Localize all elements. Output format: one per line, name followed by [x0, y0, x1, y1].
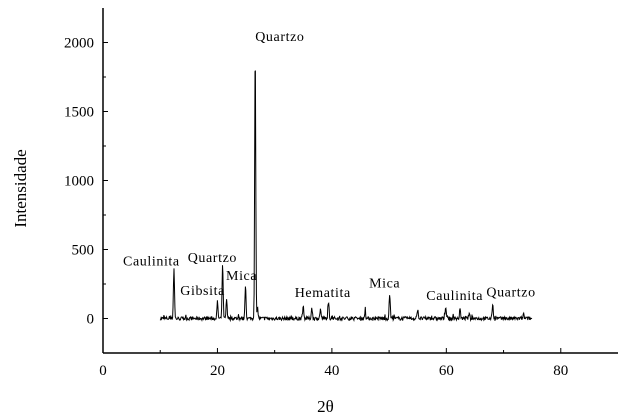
- x-tick-label: 40: [324, 363, 339, 379]
- diffraction-trace: [159, 70, 533, 323]
- peak-label: Gibsita: [180, 284, 225, 299]
- y-tick-label: 0: [87, 312, 95, 328]
- peak-label: Caulinita: [123, 254, 180, 269]
- y-tick-label: 500: [72, 243, 95, 259]
- peak-label: Caulinita: [426, 289, 483, 304]
- x-tick-label: 20: [210, 363, 225, 379]
- peak-label: Quartzo: [486, 285, 535, 300]
- x-axis-ticks: 0 20 40 60 80: [99, 348, 568, 379]
- y-tick-label: 1000: [64, 174, 94, 190]
- axes: [102, 8, 618, 354]
- x-tick-label: 0: [99, 363, 107, 379]
- y-tick-label: 2000: [64, 36, 94, 52]
- peak-label: Hematita: [295, 286, 351, 301]
- y-axis-title: Intensidade: [11, 149, 30, 227]
- y-axis-ticks: 0 500 1000 1500 2000: [64, 36, 108, 328]
- peak-label: Mica: [226, 269, 257, 284]
- peak-label: Quartzo: [188, 251, 237, 266]
- x-tick-label: 60: [439, 363, 454, 379]
- y-tick-label: 1500: [64, 105, 94, 121]
- peak-label: Quartzo: [255, 30, 304, 45]
- peak-label: Mica: [369, 276, 400, 291]
- x-tick-label: 80: [553, 363, 568, 379]
- x-axis-title: 2θ: [317, 397, 334, 416]
